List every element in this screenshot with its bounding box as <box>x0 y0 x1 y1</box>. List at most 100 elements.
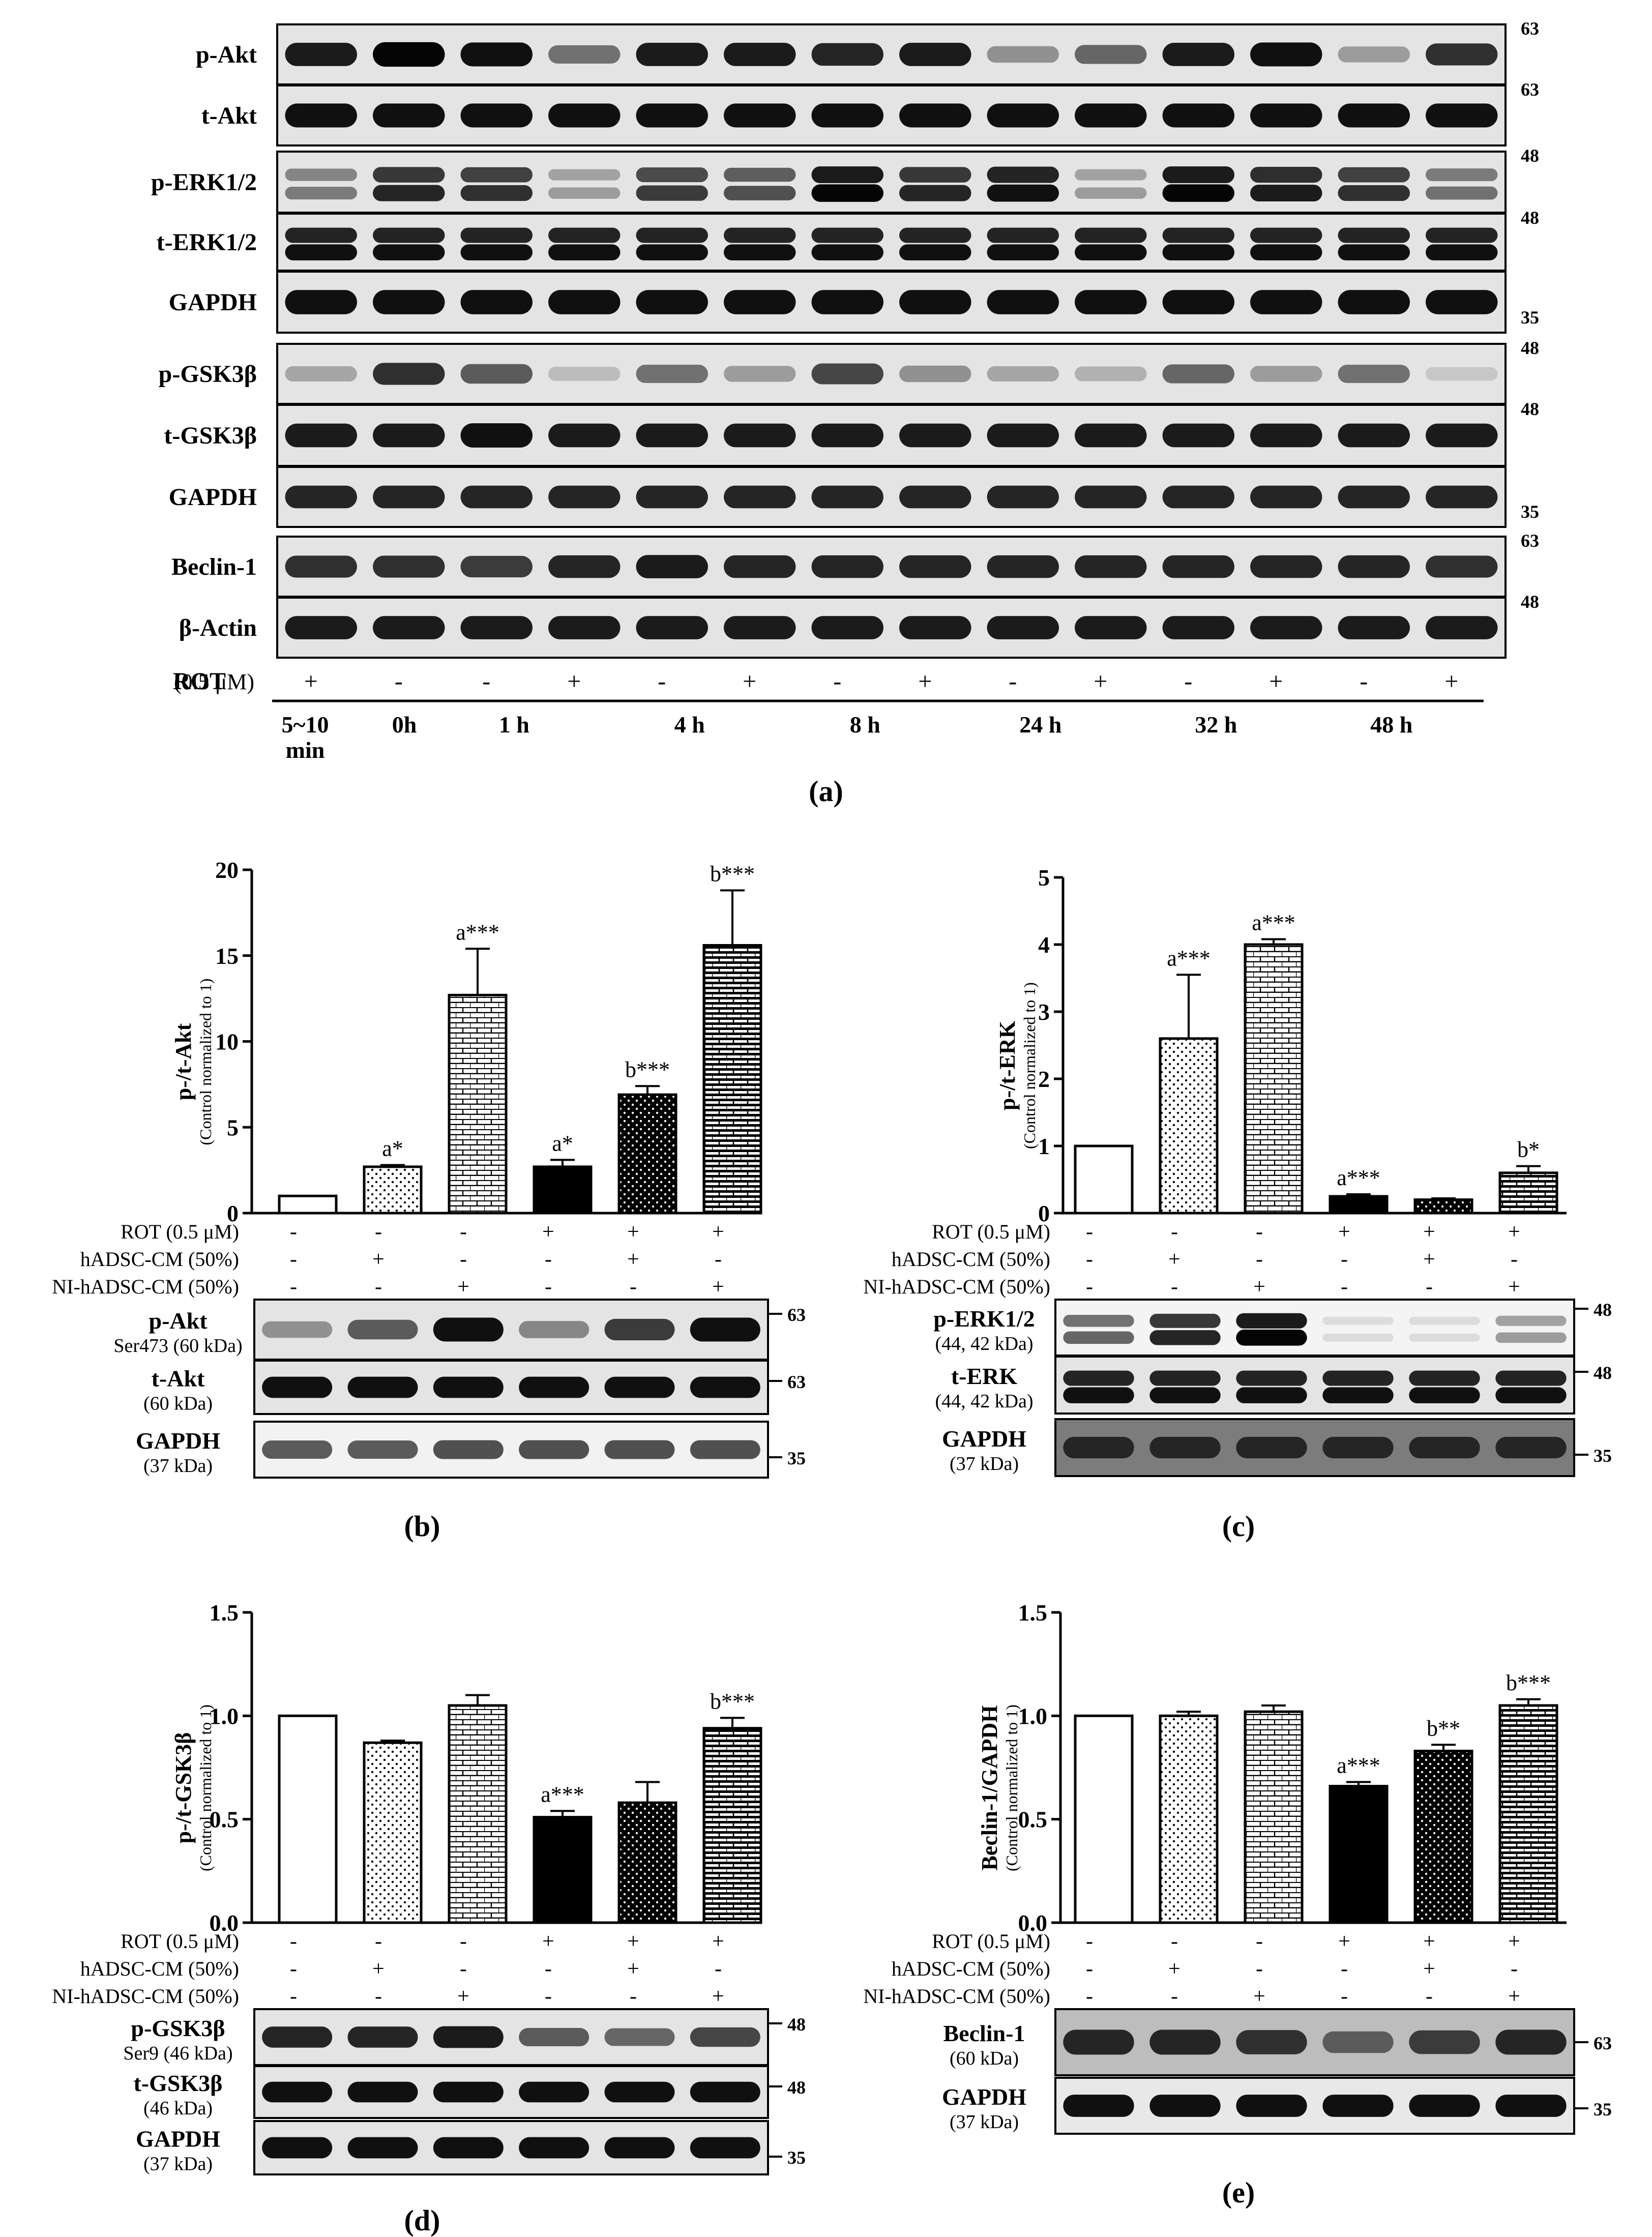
band <box>1075 366 1147 381</box>
significance-label: a*** <box>541 1782 584 1807</box>
condition-sign: - <box>1086 1220 1093 1244</box>
band <box>899 423 971 448</box>
band <box>1495 2029 1567 2055</box>
band <box>1075 485 1147 509</box>
rot-sign: - <box>1184 668 1192 695</box>
band <box>1322 1436 1394 1459</box>
band <box>1250 290 1322 314</box>
condition-sign: - <box>545 1248 552 1271</box>
band <box>373 290 445 314</box>
band <box>1162 166 1234 184</box>
mw-marker: 48 <box>1594 1363 1612 1383</box>
band <box>724 423 796 448</box>
band <box>1063 2029 1134 2055</box>
condition-sign: - <box>1171 1930 1178 1953</box>
band <box>285 366 357 382</box>
band <box>347 1376 418 1398</box>
band <box>724 290 796 314</box>
condition-sign: + <box>627 1957 639 1981</box>
mw-marker: 35 <box>1521 502 1539 522</box>
significance-label: a* <box>382 1136 403 1161</box>
condition-sign: - <box>1256 1930 1263 1953</box>
significance-label: a*** <box>1337 1753 1380 1778</box>
time-label: 0h <box>392 712 417 738</box>
band <box>811 184 883 202</box>
band <box>1162 555 1234 578</box>
band <box>460 555 533 578</box>
y-tick-label: 1.0 <box>1018 1703 1048 1729</box>
mw-marker: 35 <box>787 2147 806 2168</box>
condition-sign: + <box>1423 1248 1435 1271</box>
blot-label: GAPDH <box>169 289 257 316</box>
band <box>1338 423 1410 448</box>
band <box>690 2081 760 2103</box>
y-tick-label: 5 <box>227 1114 239 1140</box>
band <box>1149 1436 1221 1459</box>
condition-sign: + <box>457 1985 469 2008</box>
blot-frame <box>1054 1418 1575 1477</box>
significance-label: a*** <box>1337 1165 1380 1190</box>
rot-conc: (0.5 μM) <box>174 669 254 694</box>
band <box>899 185 971 201</box>
svg-text:(a): (a) <box>809 775 843 808</box>
band <box>1063 1314 1134 1327</box>
band <box>262 1321 333 1338</box>
condition-sign: + <box>712 1275 724 1299</box>
y-axis-label: Beclin-1/GAPDH <box>977 1705 1002 1870</box>
blot-sublabel: (37 kDa) <box>950 2111 1019 2133</box>
condition-sign: - <box>290 1930 297 1953</box>
band <box>604 2028 675 2046</box>
band <box>1495 1315 1567 1326</box>
band <box>1426 290 1498 314</box>
band <box>899 244 971 260</box>
band <box>1236 1329 1307 1346</box>
y-axis-label: p-/t-ERK <box>995 1021 1020 1110</box>
bar <box>1074 1714 1134 1924</box>
condition-sign: - <box>1256 1957 1263 1981</box>
band <box>987 244 1059 260</box>
rot-sign: + <box>1094 668 1107 695</box>
band <box>1409 2030 1480 2054</box>
blot-sublabel: (60 kDa) <box>143 1393 213 1415</box>
band <box>1338 227 1410 243</box>
band <box>899 365 971 382</box>
band <box>724 227 796 243</box>
band <box>285 227 357 243</box>
band <box>1250 555 1322 578</box>
band <box>262 2137 333 2159</box>
time-label: 1 h <box>499 712 529 738</box>
band <box>690 2137 760 2159</box>
bar <box>1074 1144 1134 1215</box>
blot-frame <box>253 2120 769 2175</box>
y-tick-label: 0.5 <box>210 1807 239 1833</box>
y-tick-label: 0.5 <box>1018 1807 1048 1833</box>
band <box>1338 364 1410 384</box>
condition-sign: - <box>1511 1957 1518 1981</box>
band <box>636 364 708 384</box>
time-label: 5~10 <box>282 712 329 738</box>
condition-label: NI-hADSC-CM (50%) <box>863 1985 1050 2008</box>
band <box>1075 103 1147 128</box>
band <box>460 290 533 314</box>
band <box>724 103 796 128</box>
condition-sign: - <box>545 1275 552 1299</box>
band <box>548 45 621 64</box>
condition-sign: - <box>715 1248 722 1271</box>
band <box>1322 1316 1394 1325</box>
band <box>285 43 357 66</box>
band <box>1495 1332 1567 1343</box>
band <box>1322 1370 1394 1386</box>
condition-sign: + <box>1253 1275 1265 1299</box>
band <box>373 42 445 67</box>
y-tick-label: 0 <box>227 1200 239 1226</box>
condition-sign: - <box>375 1220 382 1244</box>
mw-marker: 48 <box>1521 208 1539 228</box>
condition-sign: - <box>460 1248 467 1271</box>
band <box>1250 616 1322 639</box>
blot-label: Beclin-1 <box>171 553 257 580</box>
band <box>460 423 533 448</box>
band <box>1149 1330 1221 1345</box>
condition-label: hADSC-CM (50%) <box>80 1957 239 1980</box>
band <box>285 616 357 639</box>
condition-sign: - <box>1086 1957 1093 1981</box>
